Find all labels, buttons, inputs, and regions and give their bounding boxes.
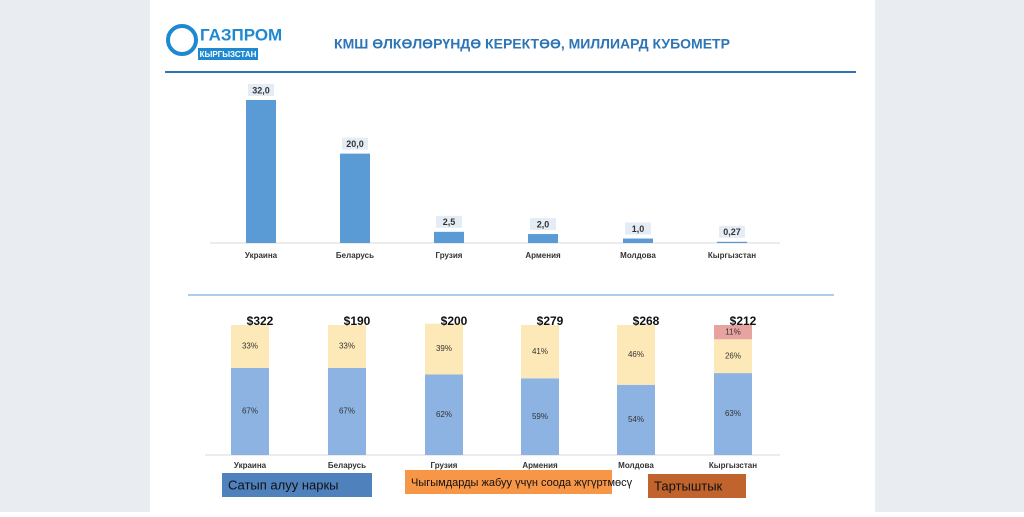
bar [434, 231, 464, 243]
bar-segment [328, 367, 366, 455]
value-label: 59% [532, 412, 548, 421]
legend-swatch [405, 470, 612, 494]
value-label: 41% [532, 347, 548, 356]
x-tick-label: Беларусь [336, 251, 374, 260]
x-tick-label: Кыргызстан [708, 251, 756, 260]
total-label: $268 [633, 314, 660, 328]
logo-text: ГАЗПРОМ [200, 25, 282, 44]
bar-segment [231, 325, 269, 368]
x-tick-label: Армения [522, 461, 558, 470]
total-label: $212 [730, 314, 757, 328]
bar-segment [328, 325, 366, 368]
x-tick-label: Украина [245, 251, 278, 260]
value-label: 67% [242, 407, 258, 416]
value-label-bg [530, 218, 556, 231]
value-label-bg [625, 222, 651, 235]
bar-segment [714, 373, 752, 455]
value-label: 67% [339, 407, 355, 416]
chart-title: КМШ ӨЛКӨЛӨРҮНДӨ КЕРЕКТӨӨ, МИЛЛИАРД КУБОМ… [334, 36, 730, 52]
value-label: 2,5 [443, 217, 456, 227]
value-label-bg [719, 225, 745, 238]
total-label: $279 [537, 314, 564, 328]
x-tick-label: Армения [525, 251, 561, 260]
total-label: $322 [247, 314, 274, 328]
legend-swatch [222, 473, 372, 497]
value-label: 0,27 [723, 227, 741, 237]
x-tick-label: Грузия [436, 251, 463, 260]
bar [340, 153, 370, 243]
logo-mark [166, 24, 198, 56]
bar-segment [617, 384, 655, 455]
value-label: 32,0 [252, 85, 270, 95]
bar [623, 238, 653, 243]
value-label: 33% [339, 342, 355, 351]
legend-swatch [648, 474, 746, 498]
x-tick-label: Молдова [618, 461, 654, 470]
bar-segment [617, 325, 655, 385]
value-label-bg [342, 137, 368, 150]
value-label-bg [248, 84, 274, 96]
x-tick-label: Беларусь [328, 461, 366, 470]
value-label: 63% [725, 409, 741, 418]
total-label: $200 [441, 314, 468, 328]
bar-segment [521, 325, 559, 379]
legend-label: Сатып алуу наркы [228, 477, 339, 492]
value-label: 33% [242, 342, 258, 351]
value-label: 2,0 [537, 219, 550, 229]
bar [246, 100, 276, 243]
legend-label: Чыгымдарды жабуу үчүн соода жүгүртмөсү [411, 477, 633, 489]
x-tick-label: Украина [234, 461, 267, 470]
value-label: 62% [436, 410, 452, 419]
bar-segment [231, 367, 269, 455]
value-label: 46% [628, 350, 644, 359]
value-label: 39% [436, 344, 452, 353]
bar-segment [714, 325, 752, 340]
x-tick-label: Молдова [620, 251, 656, 260]
value-label: 20,0 [346, 139, 364, 149]
bar [528, 234, 558, 243]
legend-label: Тартыштык [654, 478, 723, 493]
bar-segment [425, 323, 463, 375]
value-label: 54% [628, 415, 644, 424]
logo-sub: КЫРГЫЗСТАН [200, 50, 257, 59]
value-label: 1,0 [632, 224, 645, 234]
logo-sub-bg [198, 48, 258, 60]
bar-segment [521, 378, 559, 455]
bar [717, 241, 747, 243]
x-tick-label: Грузия [431, 461, 458, 470]
bar-segment [425, 374, 463, 455]
x-tick-label: Кыргызстан [709, 461, 757, 470]
value-label-bg [436, 215, 462, 228]
bar-segment [714, 339, 752, 374]
value-label: 26% [725, 351, 741, 360]
total-label: $190 [344, 314, 371, 328]
value-label: 11% [725, 327, 740, 336]
